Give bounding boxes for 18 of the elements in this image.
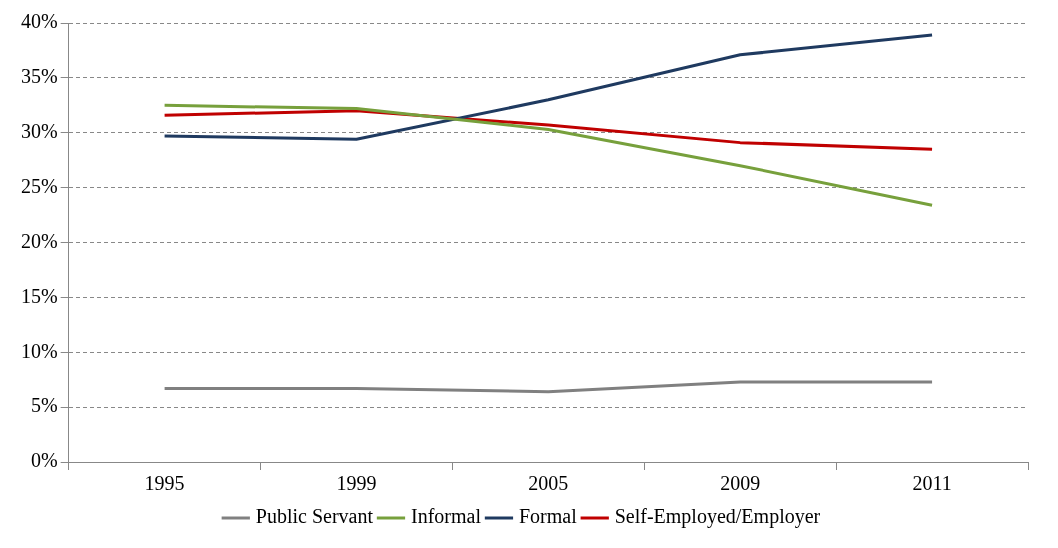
y-tick-label: 25% bbox=[20, 174, 58, 197]
y-tick-label: 5% bbox=[30, 394, 58, 417]
legend-label: Formal bbox=[518, 505, 578, 528]
y-tick-label: 20% bbox=[20, 229, 58, 252]
y-tick-label: 15% bbox=[20, 284, 58, 307]
y-tick-label: 30% bbox=[20, 120, 58, 142]
legend-label: Public Servant bbox=[255, 505, 374, 528]
x-tick-label: 2011 bbox=[912, 472, 952, 495]
y-tick-label: 0% bbox=[30, 449, 58, 472]
y-tick-label: 40% bbox=[20, 10, 58, 33]
x-tick-label: 1999 bbox=[336, 472, 377, 495]
x-tick-label: 2009 bbox=[720, 472, 761, 495]
legend-label: Self-Employed/Employer bbox=[614, 505, 821, 529]
legend-label: Informal bbox=[410, 505, 482, 528]
y-tick-label: 35% bbox=[20, 65, 58, 88]
x-tick-label: 2005 bbox=[528, 472, 569, 495]
y-tick-label: 10% bbox=[20, 339, 58, 362]
x-tick-label: 1995 bbox=[144, 472, 185, 495]
